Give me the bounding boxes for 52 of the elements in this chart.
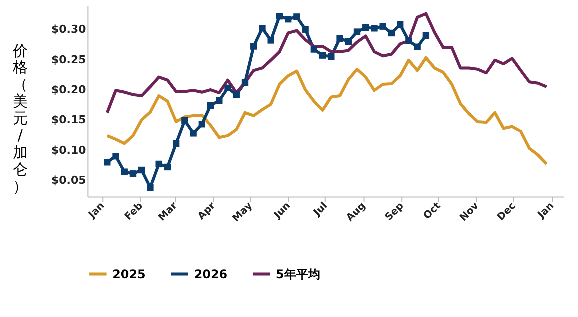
y-tick-label: $0.15 — [52, 114, 86, 127]
point — [345, 38, 352, 46]
legend-label: 5年平均 — [276, 267, 320, 282]
point — [302, 26, 309, 33]
x-tick-label: Feb — [123, 200, 146, 223]
point — [294, 14, 300, 20]
point — [380, 23, 386, 30]
point — [198, 121, 206, 128]
point — [182, 117, 188, 124]
point — [156, 160, 162, 168]
point — [112, 153, 120, 160]
point — [172, 140, 180, 148]
point — [216, 98, 223, 104]
point — [104, 159, 111, 166]
point — [362, 24, 370, 32]
y-tick-label: $0.05 — [52, 174, 86, 188]
y-tick-label: $0.30 — [52, 23, 87, 36]
point — [233, 91, 240, 98]
y-tick-label: $0.10 — [52, 144, 87, 157]
point — [328, 53, 335, 60]
point — [224, 84, 232, 92]
point — [422, 32, 430, 39]
point — [130, 170, 137, 178]
x-tick-label: Oct — [422, 200, 444, 222]
point — [276, 12, 284, 20]
line-series — [106, 12, 548, 114]
point — [207, 102, 214, 110]
point — [147, 184, 154, 192]
point — [354, 28, 361, 36]
point — [406, 38, 412, 44]
point — [268, 37, 274, 44]
y-tick-label: $0.25 — [52, 53, 86, 66]
y-tick-label: $0.20 — [52, 83, 87, 96]
point — [242, 79, 249, 86]
point — [414, 44, 421, 50]
point — [371, 25, 378, 32]
point — [121, 168, 128, 176]
point — [319, 52, 326, 59]
line-series — [106, 56, 548, 166]
point — [259, 25, 266, 32]
text: 价格（美元/加仑） — [12, 42, 28, 196]
point — [190, 130, 197, 137]
point — [310, 46, 318, 53]
point — [336, 35, 344, 42]
point — [284, 16, 292, 23]
point — [397, 21, 404, 28]
legend-label: 2026 — [194, 267, 228, 282]
point — [138, 166, 146, 174]
legend-label: 2025 — [112, 267, 146, 282]
point — [250, 43, 258, 50]
point — [388, 30, 396, 37]
point — [164, 164, 172, 171]
